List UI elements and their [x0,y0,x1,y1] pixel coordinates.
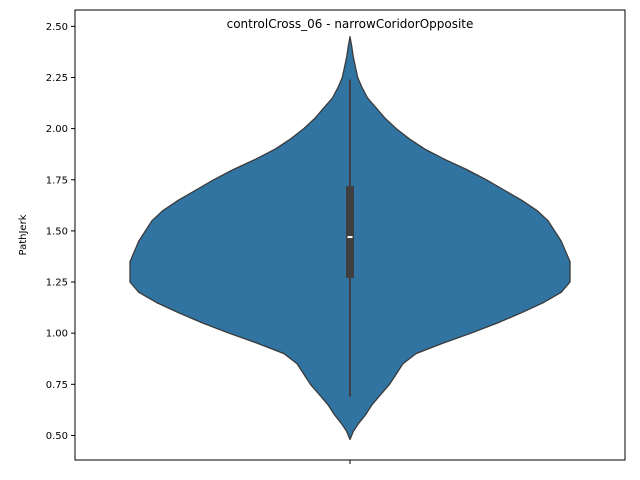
y-tick-label: 1.25 [46,278,68,289]
iqr-box [346,185,354,278]
violin-layer [129,35,571,441]
y-axis: 0.50 0.75 1.00 1.25 1.50 1.75 2.00 2.25 2.50 [46,22,75,442]
y-axis-label: PathJerk [18,214,29,255]
y-tick-label: 2.00 [46,124,68,135]
y-tick-label: 1.00 [46,329,68,340]
y-tick-label: 0.75 [46,380,68,391]
plot-frame [74,9,626,461]
chart-title: controlCross_06 - narrowCoridorOpposite [227,17,474,31]
y-tick-label: 1.75 [46,175,68,186]
y-tick-label: 2.50 [46,22,68,33]
y-tick-label: 1.50 [46,226,68,237]
y-tick-label: 2.25 [46,73,68,84]
median-marker [347,236,353,239]
y-tick-label: 0.50 [46,431,68,442]
